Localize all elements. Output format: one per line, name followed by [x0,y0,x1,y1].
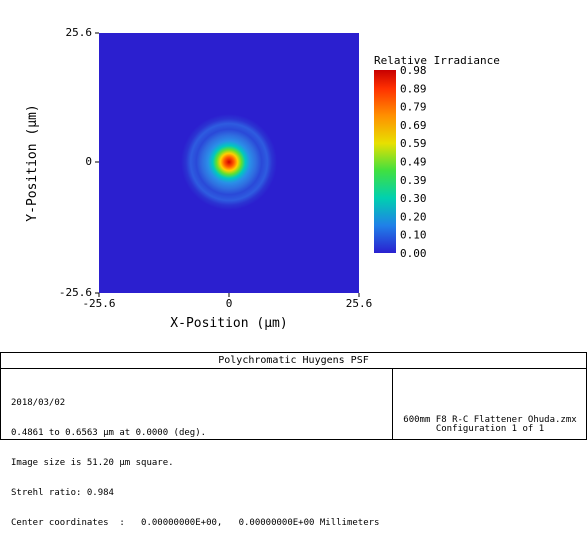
colorbar [374,70,396,253]
configuration-info: Configuration 1 of 1 [435,424,545,434]
x-tick-mid: 0 [226,297,233,310]
info-panel: Polychromatic Huygens PSF 2018/03/02 0.4… [0,352,587,528]
center-coordinates: Center coordinates : 0.00000000E+00, 0.0… [11,518,380,528]
y-tick-mid: 0 [85,155,92,168]
colorbar-tick-label: 0.69 [400,119,427,132]
analysis-title: Polychromatic Huygens PSF [1,353,586,369]
colorbar-tick-label: 0.98 [400,64,427,77]
psf-spot [181,114,277,210]
y-axis-label: Y-Position (µm) [25,104,40,221]
x-tick-left: -25.6 [82,297,115,310]
colorbar-tick-label: 0.00 [400,247,427,260]
colorbar-tick-label: 0.49 [400,156,427,169]
colorbar-title: Relative Irradiance [374,54,500,67]
analysis-date: 2018/03/02 [11,398,66,408]
colorbar-tick-label: 0.39 [400,174,427,187]
colorbar-tick-label: 0.20 [400,210,427,223]
y-tick-top: 25.6 [66,26,93,39]
colorbar-tick-label: 0.30 [400,192,427,205]
colorbar-tick-label: 0.10 [400,229,427,242]
psf-plot: 25.6 0 -25.6 -25.6 0 25.6 X-Position (µm… [25,26,500,331]
colorbar-tick-label: 0.59 [400,137,427,150]
x-axis-label: X-Position (µm) [170,316,287,331]
colorbar-ticks: 0.98 0.89 0.79 0.69 0.59 0.49 0.39 0.30 0.20 0.10… [400,64,427,260]
strehl-ratio: Strehl ratio: 0.984 [11,488,114,498]
axis-ticks [95,32,360,297]
wavelength-info: 0.4861 to 0.6563 µm at 0.0000 (deg). [11,428,207,438]
footer-divider [392,369,393,440]
lens-file-name: 600mm F8 R-C Flattener Ohuda.zmx [403,415,577,425]
y-tick-bottom: -25.6 [59,286,92,299]
colorbar-tick-label: 0.79 [400,101,427,114]
x-tick-right: 25.6 [346,297,373,310]
image-size-info: Image size is 51.20 µm square. [11,458,174,468]
colorbar-tick-label: 0.89 [400,82,427,95]
